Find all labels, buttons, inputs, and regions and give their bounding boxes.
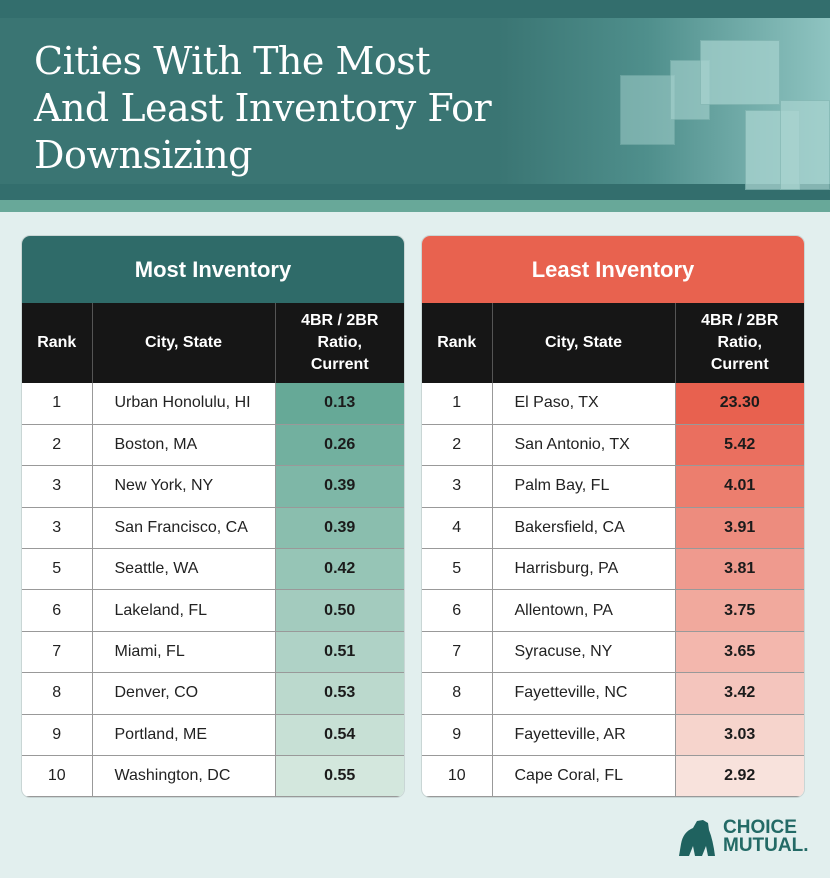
city-cell: Fayetteville, NC	[492, 672, 676, 715]
ratio-header: 4BR / 2BR Ratio, Current	[675, 303, 804, 383]
city-cell: Harrisburg, PA	[492, 548, 676, 591]
table-row: 6 Allentown, PA 3.75	[422, 589, 804, 632]
rank-cell: 1	[22, 383, 93, 425]
table-row: 8 Fayetteville, NC 3.42	[422, 672, 804, 715]
rank-cell: 9	[422, 714, 493, 757]
table-row: 10 Washington, DC 0.55	[22, 755, 404, 797]
table-row: 2 Boston, MA 0.26	[22, 424, 404, 467]
ratio-cell: 23.30	[675, 383, 804, 425]
city-cell: Denver, CO	[92, 672, 276, 715]
city-cell: Washington, DC	[92, 755, 276, 797]
table-row: 1 El Paso, TX 23.30	[422, 383, 804, 425]
rank-cell: 3	[22, 465, 93, 508]
rank-header: Rank	[422, 303, 493, 383]
ratio-cell: 5.42	[675, 424, 804, 467]
rank-cell: 8	[422, 672, 493, 715]
rank-cell: 7	[422, 631, 493, 674]
table-row: 1 Urban Honolulu, HI 0.13	[22, 383, 404, 425]
ratio-cell: 3.81	[675, 548, 804, 591]
page-title: Cities With The Most And Least Inventory…	[34, 39, 492, 177]
divider-stripe	[0, 200, 830, 212]
city-cell: Miami, FL	[92, 631, 276, 674]
table-row: 6 Lakeland, FL 0.50	[22, 589, 404, 632]
ratio-cell: 0.54	[275, 714, 404, 757]
rank-cell: 2	[422, 424, 493, 467]
table-row: 10 Cape Coral, FL 2.92	[422, 755, 804, 797]
city-cell: Bakersfield, CA	[492, 507, 676, 550]
city-cell: Syracuse, NY	[492, 631, 676, 674]
rank-cell: 5	[22, 548, 93, 591]
ratio-cell: 0.53	[275, 672, 404, 715]
most-inventory-table: Most Inventory Rank City, State 4BR / 2B…	[22, 236, 404, 797]
ratio-cell: 0.42	[275, 548, 404, 591]
rank-cell: 6	[422, 589, 493, 632]
rank-cell: 10	[422, 755, 493, 797]
table-row: 4 Bakersfield, CA 3.91	[422, 507, 804, 550]
ratio-header: 4BR / 2BR Ratio, Current	[275, 303, 404, 383]
rank-cell: 4	[422, 507, 493, 550]
rank-cell: 2	[22, 424, 93, 467]
table-title: Most Inventory	[22, 236, 404, 303]
city-cell: San Antonio, TX	[492, 424, 676, 467]
hero-banner: Cities With The Most And Least Inventory…	[0, 0, 830, 200]
rank-cell: 10	[22, 755, 93, 797]
rank-cell: 5	[422, 548, 493, 591]
table-row: 5 Seattle, WA 0.42	[22, 548, 404, 591]
least-inventory-table: Least Inventory Rank City, State 4BR / 2…	[422, 236, 804, 797]
rank-cell: 1	[422, 383, 493, 425]
table-row: 3 Palm Bay, FL 4.01	[422, 465, 804, 508]
table-row: 2 San Antonio, TX 5.42	[422, 424, 804, 467]
city-cell: Fayetteville, AR	[492, 714, 676, 757]
ratio-cell: 0.51	[275, 631, 404, 674]
table-row: 8 Denver, CO 0.53	[22, 672, 404, 715]
ratio-cell: 4.01	[675, 465, 804, 508]
ratio-cell: 0.50	[275, 589, 404, 632]
table-title: Least Inventory	[422, 236, 804, 303]
ratio-cell: 3.03	[675, 714, 804, 757]
table-row: 7 Miami, FL 0.51	[22, 631, 404, 674]
table-row: 3 San Francisco, CA 0.39	[22, 507, 404, 550]
city-cell: Cape Coral, FL	[492, 755, 676, 797]
city-cell: Portland, ME	[92, 714, 276, 757]
city-header: City, State	[92, 303, 276, 383]
table-row: 9 Fayetteville, AR 3.03	[422, 714, 804, 757]
moving-boxes-image	[530, 0, 830, 200]
ratio-cell: 3.91	[675, 507, 804, 550]
ratio-cell: 0.26	[275, 424, 404, 467]
table-row: 3 New York, NY 0.39	[22, 465, 404, 508]
city-cell: Allentown, PA	[492, 589, 676, 632]
ratio-cell: 0.39	[275, 507, 404, 550]
table-row: 9 Portland, ME 0.54	[22, 714, 404, 757]
city-cell: El Paso, TX	[492, 383, 676, 425]
choice-mutual-logo: CHOICE MUTUAL.	[675, 818, 808, 856]
table-row: 7 Syracuse, NY 3.65	[422, 631, 804, 674]
city-cell: Seattle, WA	[92, 548, 276, 591]
rank-cell: 8	[22, 672, 93, 715]
ratio-cell: 0.39	[275, 465, 404, 508]
ratio-cell: 0.13	[275, 383, 404, 425]
rank-cell: 9	[22, 714, 93, 757]
bear-icon	[679, 820, 715, 856]
city-cell: Urban Honolulu, HI	[92, 383, 276, 425]
rank-cell: 3	[422, 465, 493, 508]
city-header: City, State	[492, 303, 676, 383]
city-cell: San Francisco, CA	[92, 507, 276, 550]
city-cell: Lakeland, FL	[92, 589, 276, 632]
rank-cell: 6	[22, 589, 93, 632]
rank-cell: 3	[22, 507, 93, 550]
table-row: 5 Harrisburg, PA 3.81	[422, 548, 804, 591]
city-cell: Boston, MA	[92, 424, 276, 467]
ratio-cell: 3.65	[675, 631, 804, 674]
city-cell: New York, NY	[92, 465, 276, 508]
city-cell: Palm Bay, FL	[492, 465, 676, 508]
ratio-cell: 0.55	[275, 755, 404, 797]
ratio-cell: 2.92	[675, 755, 804, 797]
ratio-cell: 3.75	[675, 589, 804, 632]
rank-header: Rank	[22, 303, 93, 383]
rank-cell: 7	[22, 631, 93, 674]
ratio-cell: 3.42	[675, 672, 804, 715]
